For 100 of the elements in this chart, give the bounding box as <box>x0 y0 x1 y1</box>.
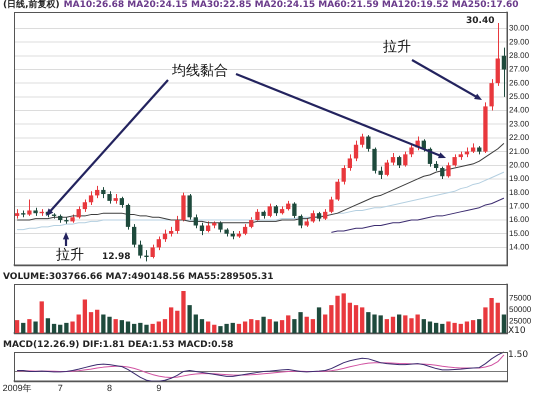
candlestick <box>255 208 260 222</box>
bar <box>27 319 32 334</box>
annotation: 30.40 <box>466 16 494 26</box>
bar <box>218 326 223 334</box>
bar <box>403 315 408 334</box>
bar <box>360 307 364 334</box>
bar <box>335 296 340 334</box>
y-tick-label: 19.00 <box>509 174 530 184</box>
candlestick <box>187 194 192 221</box>
bar <box>316 307 322 334</box>
bar <box>366 312 370 334</box>
x-tick-label: 7 <box>58 383 63 394</box>
annotation: 12.98 <box>102 252 130 262</box>
candlestick <box>156 236 161 251</box>
candlestick <box>335 178 340 202</box>
y-tick-label: 15.00 <box>509 228 530 238</box>
bar <box>446 321 451 334</box>
x-tick-label: 8 <box>107 383 112 394</box>
bar <box>280 320 284 334</box>
candlestick <box>360 133 364 148</box>
chart-title: VOLUME:303766.66 MA7:490148.56 MA55:289505.31 <box>3 272 274 282</box>
candlestick <box>249 216 254 229</box>
candlestick <box>120 196 124 208</box>
bar <box>40 301 44 334</box>
bar <box>95 310 100 334</box>
candlestick <box>489 78 494 112</box>
candlestick <box>397 155 402 169</box>
bar <box>70 321 75 334</box>
candlestick <box>27 199 32 216</box>
bar <box>33 321 38 334</box>
candlestick <box>464 146 470 158</box>
bar <box>422 319 426 334</box>
candlestick <box>348 154 352 172</box>
y-tick-label: 21.00 <box>509 146 530 156</box>
candlestick <box>200 222 204 236</box>
bar <box>114 319 118 334</box>
candlestick <box>372 146 377 174</box>
annotation: 拉升 <box>56 246 84 264</box>
candlestick <box>82 199 88 212</box>
candlestick <box>310 210 316 224</box>
y-tick-label: 50000 <box>509 304 532 314</box>
bar <box>286 315 290 334</box>
bar <box>298 312 303 334</box>
bar <box>477 319 482 334</box>
candlestick <box>452 154 457 168</box>
candlestick <box>316 211 322 222</box>
bar <box>292 319 297 334</box>
chart-subtitle: MA10:26.68 MA20:24.15 MA30:22.85 MA20:24.15 MA60:21.59 MA120:19.52 MA250:17.60 <box>64 0 519 10</box>
candlestick <box>403 151 408 168</box>
bar <box>21 322 26 334</box>
candlestick <box>342 164 346 185</box>
candlestick <box>323 208 328 221</box>
bar <box>384 319 389 334</box>
candlestick <box>138 240 142 259</box>
candlestick <box>434 160 438 172</box>
candlestick <box>390 152 396 166</box>
bar <box>14 320 20 334</box>
candlestick <box>422 138 426 152</box>
bar <box>378 315 383 334</box>
bar <box>483 307 488 334</box>
annotation: 均线黏合 <box>172 62 228 80</box>
candlestick <box>268 203 272 218</box>
candlestick <box>107 190 112 204</box>
bar <box>107 316 112 334</box>
y-tick-label: 18.00 <box>509 188 530 197</box>
candlestick <box>298 214 303 229</box>
bar <box>255 320 260 334</box>
candlestick <box>144 250 149 262</box>
candlestick <box>150 244 155 259</box>
candlestick <box>242 224 248 236</box>
bar <box>397 314 402 334</box>
y-tick-label: 28.00 <box>509 51 530 60</box>
chart-title: MACD(12.26.9) DIF:1.81 DEA:1.53 MACD:0.58 <box>3 340 234 350</box>
candlestick <box>194 214 198 229</box>
candlestick <box>14 208 20 220</box>
bar <box>274 321 278 334</box>
candlestick <box>132 224 136 248</box>
bar <box>268 319 272 334</box>
y-tick-label: 29.00 <box>509 37 530 46</box>
candlestick <box>101 186 106 199</box>
y-tick-label: 23.00 <box>509 119 530 128</box>
y-tick-label: 17.00 <box>509 202 530 211</box>
bar <box>120 320 124 334</box>
bar <box>428 321 432 334</box>
bar <box>470 320 476 334</box>
bar <box>464 321 470 334</box>
y-tick-label: 27.00 <box>509 64 530 74</box>
candlestick <box>162 229 168 242</box>
bar <box>46 318 50 334</box>
candlestick <box>206 220 210 233</box>
candlestick <box>175 215 180 234</box>
y-tick-label: 26.00 <box>509 78 530 88</box>
bar <box>390 316 396 334</box>
candlestick <box>95 185 100 199</box>
candlestick <box>286 200 290 211</box>
candlestick <box>409 144 414 158</box>
bar <box>200 319 204 334</box>
candlestick <box>366 134 370 152</box>
bar <box>181 291 186 334</box>
candlestick <box>470 142 476 154</box>
